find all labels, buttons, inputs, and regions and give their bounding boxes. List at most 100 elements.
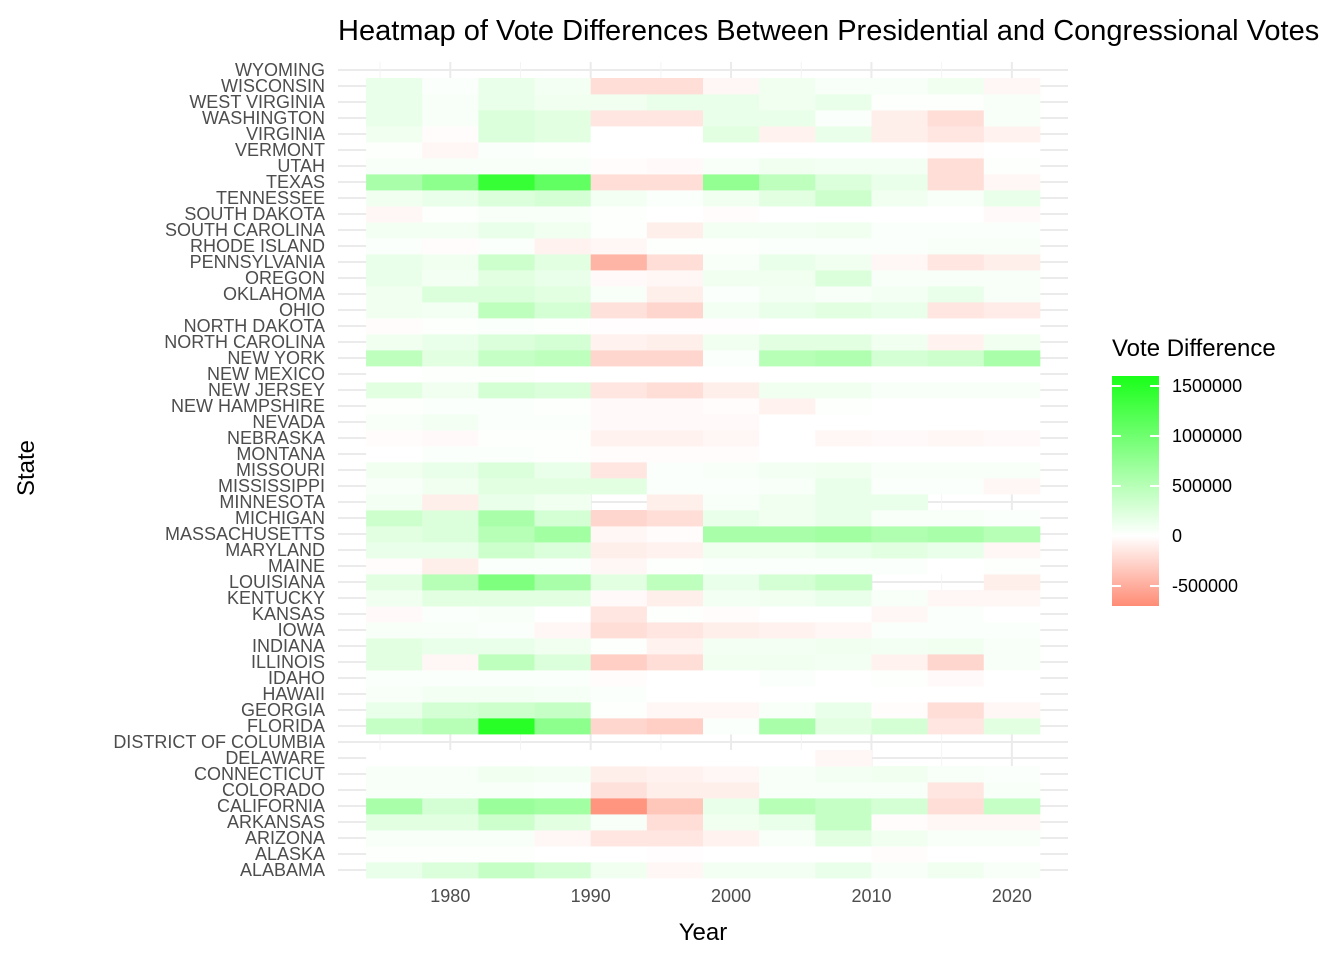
heatmap-tile	[871, 318, 929, 335]
heatmap-tile	[534, 766, 592, 783]
heatmap-tile	[646, 206, 704, 223]
heatmap-tile	[534, 798, 592, 815]
heatmap-tile	[646, 846, 704, 863]
heatmap-tile	[366, 654, 423, 671]
y-tick-label: COLORADO	[222, 780, 325, 800]
heatmap-tile	[983, 430, 1041, 447]
heatmap-tile	[759, 366, 816, 383]
heatmap-tile	[422, 94, 479, 111]
heatmap-tile	[422, 110, 479, 127]
heatmap-tile	[703, 782, 760, 799]
heatmap-tile	[871, 206, 929, 223]
heatmap-tile	[815, 334, 872, 351]
heatmap-tile	[703, 702, 760, 719]
heatmap-tile	[422, 238, 479, 255]
heatmap-tile	[590, 782, 648, 799]
heatmap-tile	[478, 382, 535, 399]
heatmap-tile	[871, 398, 929, 415]
heatmap-tile	[590, 798, 648, 815]
heatmap-tile	[590, 206, 648, 223]
heatmap-tile	[871, 846, 929, 863]
heatmap-tile	[759, 222, 816, 239]
heatmap-tile	[590, 414, 648, 431]
heatmap-tile	[646, 382, 704, 399]
heatmap-tile	[422, 670, 479, 687]
heatmap-tile	[815, 782, 872, 799]
heatmap-tile	[646, 222, 704, 239]
heatmap-tile	[590, 78, 648, 95]
heatmap-tile	[478, 110, 535, 127]
heatmap-tile	[815, 142, 872, 159]
heatmap-tile	[703, 814, 760, 831]
heatmap-tile	[983, 542, 1041, 559]
heatmap-tile	[366, 270, 423, 287]
y-tick-label: UTAH	[277, 156, 325, 176]
heatmap-tile	[590, 702, 648, 719]
heatmap-tile	[366, 638, 423, 655]
y-tick-label: WYOMING	[235, 60, 325, 80]
y-tick-label: MASSACHUSETTS	[165, 524, 325, 544]
y-tick-label: ALASKA	[255, 844, 325, 864]
heatmap-tile	[703, 350, 760, 367]
heatmap-tile	[646, 574, 704, 591]
heatmap-tile	[871, 590, 929, 607]
heatmap-tile	[534, 526, 592, 543]
heatmap-tile	[983, 350, 1041, 367]
heatmap-tile	[703, 366, 760, 383]
heatmap-tile	[871, 718, 929, 735]
heatmap-tile	[478, 590, 535, 607]
heatmap-tile	[366, 782, 423, 799]
heatmap-tile	[590, 318, 648, 335]
heatmap-tile	[871, 366, 929, 383]
heatmap-tile	[422, 350, 479, 367]
heatmap-tile	[759, 590, 816, 607]
heatmap-tile	[759, 606, 816, 623]
y-tick-label: OREGON	[245, 268, 325, 288]
heatmap-tile	[534, 494, 592, 511]
y-tick-label: TENNESSEE	[216, 188, 325, 208]
heatmap-tile	[422, 430, 479, 447]
heatmap-tile	[366, 366, 423, 383]
heatmap-tile	[703, 270, 760, 287]
heatmap-tile	[759, 862, 816, 879]
heatmap-tile	[422, 126, 479, 143]
heatmap-tile	[871, 270, 929, 287]
heatmap-tile	[927, 286, 985, 303]
heatmap-tile	[534, 862, 592, 879]
heatmap-tile	[871, 238, 929, 255]
heatmap-tile	[815, 318, 872, 335]
heatmap-tile	[478, 334, 535, 351]
heatmap-tile	[422, 206, 479, 223]
heatmap-tile	[422, 142, 479, 159]
heatmap-tile	[815, 558, 872, 575]
heatmap-tile	[815, 622, 872, 639]
heatmap-tile	[590, 862, 648, 879]
heatmap-tile	[815, 606, 872, 623]
y-tick-label: CONNECTICUT	[194, 764, 325, 784]
heatmap-tile	[366, 158, 423, 175]
x-axis-title: Year	[679, 919, 728, 946]
heatmap-tile	[366, 702, 423, 719]
heatmap-tile	[983, 78, 1041, 95]
x-tick-label: 1980	[430, 886, 470, 906]
y-tick-label: WEST VIRGINIA	[189, 92, 325, 112]
heatmap-tile	[646, 478, 704, 495]
heatmap-tile	[983, 718, 1041, 735]
heatmap-tile	[590, 398, 648, 415]
heatmap-tile	[927, 638, 985, 655]
heatmap-tile	[815, 590, 872, 607]
heatmap-tile	[871, 110, 929, 127]
heatmap-tile	[478, 558, 535, 575]
heatmap-tile	[815, 846, 872, 863]
heatmap-tile	[590, 622, 648, 639]
heatmap-tile	[422, 174, 479, 191]
heatmap-tile	[478, 478, 535, 495]
heatmap-tile	[366, 830, 423, 847]
heatmap-tile	[366, 686, 423, 703]
heatmap-tile	[815, 830, 872, 847]
heatmap-tile	[366, 174, 423, 191]
heatmap-tile	[478, 494, 535, 511]
heatmap-tile	[983, 382, 1041, 399]
heatmap-tile	[422, 366, 479, 383]
heatmap-tile	[927, 302, 985, 319]
